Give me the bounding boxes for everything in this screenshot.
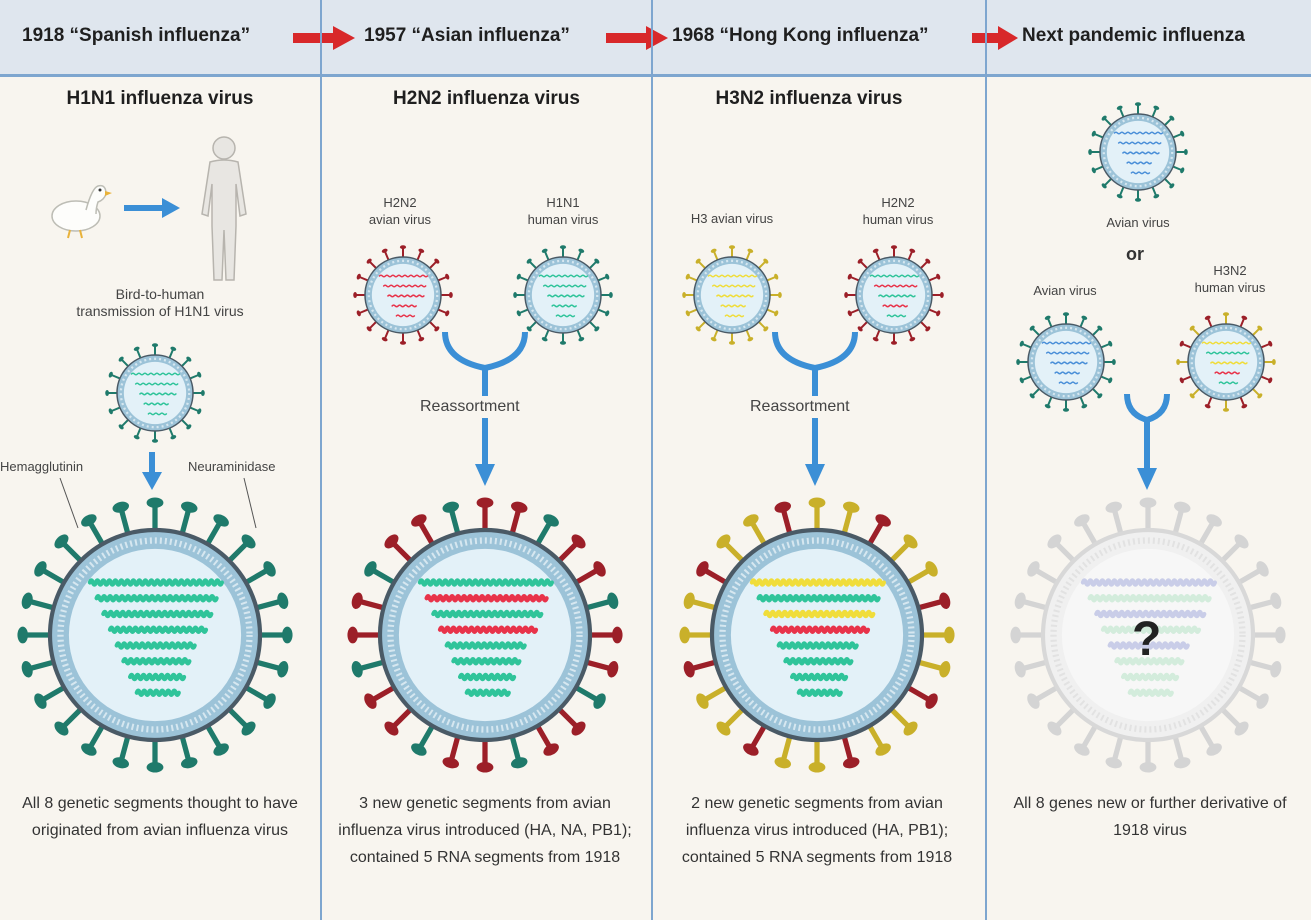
era-1918: 1918 “Spanish influenza”	[22, 25, 251, 46]
small-virus-h1n1	[105, 343, 205, 443]
or-label: or	[1126, 244, 1144, 264]
column-2-reassortment-label: Reassortment	[410, 396, 530, 418]
blue-arrow-icon	[124, 198, 180, 218]
column-divider	[985, 0, 987, 920]
red-arrow-icon	[293, 26, 355, 50]
top-avian-virus	[1088, 102, 1188, 202]
transmission-label: Bird-to-human transmission of H1N1 virus	[76, 286, 244, 319]
column-2-left-parent-label: H2N2 avian virus	[368, 195, 432, 227]
column-3-caption: 2 new genetic segments from avian influe…	[681, 795, 953, 866]
column-3-reassortment-label: Reassortment	[740, 396, 860, 418]
column-2-title: H2N2 influenza virus	[393, 88, 580, 109]
parent-virus-avian	[1016, 312, 1116, 412]
era-1968: 1968 “Hong Kong influenza”	[672, 25, 929, 46]
column-1-title: H1N1 influenza virus	[66, 88, 254, 109]
column-2-caption: 3 new genetic segments from avian influe…	[338, 795, 632, 866]
column-4-left-parent-label: Avian virus	[1033, 283, 1097, 298]
column-4-top-label: Avian virus	[1106, 215, 1170, 230]
large-virus-h3n2	[679, 497, 955, 773]
column-3-title: H3N2 influenza virus	[715, 88, 903, 109]
column-2-right-parent-label: H1N1 human virus	[527, 195, 599, 227]
hemagglutinin-label: Hemagglutinin	[0, 459, 84, 474]
unknown-question-mark: ?	[1132, 613, 1162, 666]
parent-virus-h3n2-human	[1176, 312, 1276, 412]
neuraminidase-label: Neuraminidase	[188, 459, 276, 474]
column-4-right-parent-label: H3N2 human virus	[1194, 263, 1266, 295]
large-virus-h1n1	[17, 497, 293, 773]
column-divider	[651, 0, 653, 920]
large-virus-h2n2	[347, 497, 623, 773]
human-figure-icon	[201, 136, 247, 281]
large-virus-unknown	[1010, 497, 1286, 773]
parent-virus-h2n2-human	[844, 245, 944, 345]
blue-arrow-down-icon	[142, 452, 162, 490]
column-3-right-parent-label: H2N2 human virus	[862, 195, 934, 227]
merge-arrow-icon	[1124, 393, 1170, 490]
column-3-left-parent-label: H3 avian virus	[690, 211, 774, 226]
column-divider	[320, 0, 322, 920]
parent-virus-h3-avian	[682, 245, 782, 345]
column-1-caption: All 8 genetic segments thought to have o…	[22, 795, 298, 839]
label-leader-lines	[59, 477, 257, 529]
red-arrow-icon	[606, 26, 668, 50]
era-next: Next pandemic influenza	[1022, 25, 1245, 46]
parent-virus-h2n2-avian	[353, 245, 453, 345]
red-arrow-icon	[972, 26, 1018, 50]
duck-icon	[51, 184, 112, 239]
column-4-caption: All 8 genes new or further derivative of…	[1013, 795, 1287, 839]
era-1957: 1957 “Asian influenza”	[364, 25, 570, 46]
parent-virus-h1n1-human	[513, 245, 613, 345]
